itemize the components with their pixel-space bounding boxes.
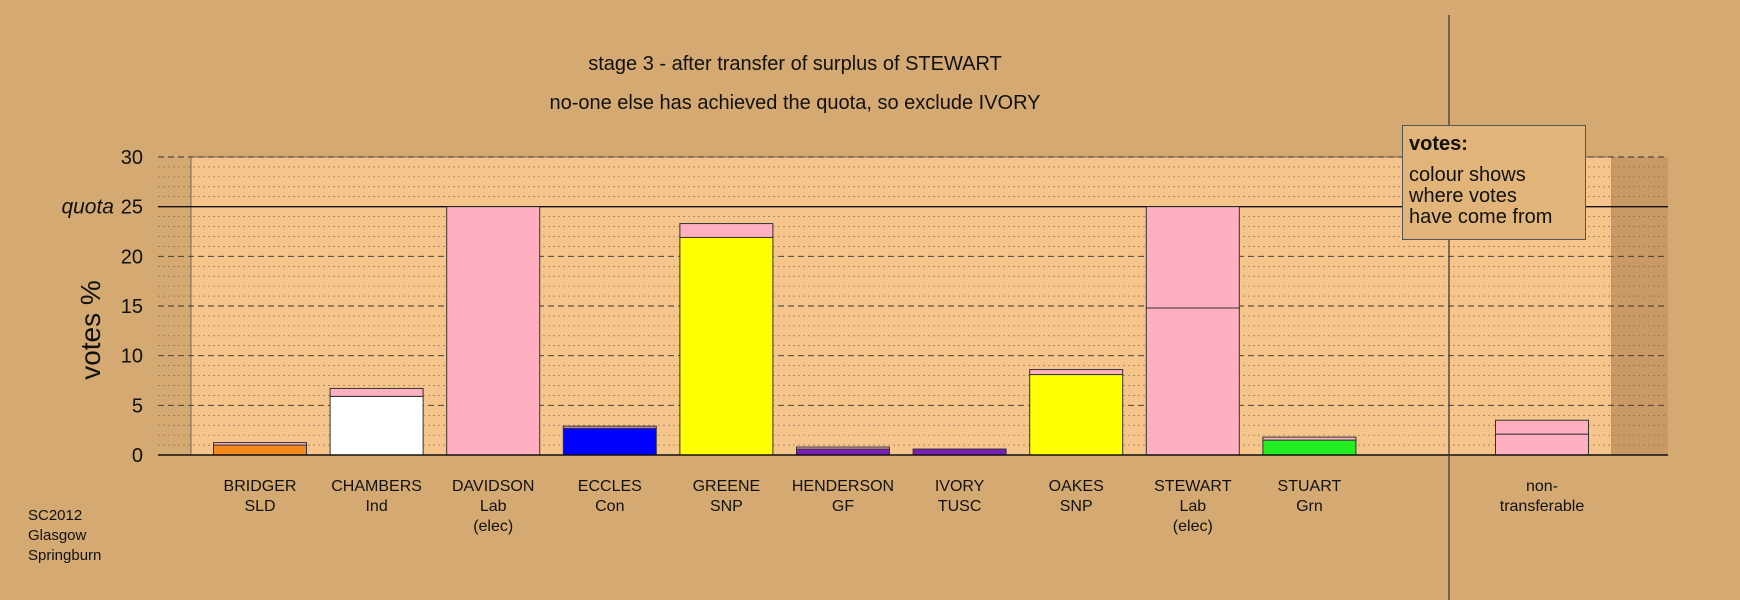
x-tick-label: GF xyxy=(832,498,854,515)
bar-oakes-segment xyxy=(1029,374,1124,456)
chart-title: stage 3 - after transfer of surplus of S… xyxy=(588,53,1002,75)
bar-davidson-segment xyxy=(446,206,541,456)
chart-subtitle: no-one else has achieved the quota, so e… xyxy=(549,92,1041,114)
legend-line: where votes xyxy=(1409,185,1517,207)
x-tick-label: Con xyxy=(595,498,624,515)
y-tick-label: 10 xyxy=(121,346,143,368)
bar-stuart-segment xyxy=(1262,439,1357,456)
bar-chambers-segment xyxy=(329,395,424,456)
x-tick-label: Lab xyxy=(1179,498,1206,515)
x-tick-label: IVORY xyxy=(935,478,985,495)
source-note: SC2012 Glasgow Springburn xyxy=(28,506,101,566)
y-tick-label: 15 xyxy=(121,296,143,318)
legend-box: votes: colour shows where votes have com… xyxy=(1402,125,1586,240)
bar-ivory-segment xyxy=(912,448,1007,456)
bar-greene-segment xyxy=(679,236,774,456)
y-tick-label: 0 xyxy=(132,445,143,467)
legend-line: have come from xyxy=(1409,206,1553,228)
x-tick-label: DAVIDSON xyxy=(452,478,534,495)
quota-label: quota xyxy=(61,196,114,219)
source-line: Springburn xyxy=(28,547,102,564)
x-tick-label: GREENE xyxy=(693,478,761,495)
bar-eccles-segment xyxy=(562,425,657,429)
x-tick-label: ECCLES xyxy=(578,478,642,495)
x-tick-label: SLD xyxy=(244,498,275,515)
x-tick-label: SNP xyxy=(710,498,743,515)
x-tick-label: HENDERSON xyxy=(792,478,894,495)
x-tick-label: (elec) xyxy=(1173,518,1213,535)
bar-stewart-segment xyxy=(1145,206,1240,309)
bar-bridger-segment xyxy=(213,442,307,446)
bar-chambers-segment xyxy=(329,387,424,397)
bar-oakes-segment xyxy=(1029,369,1124,376)
y-tick-label: 20 xyxy=(121,246,143,268)
y-tick-label: 5 xyxy=(132,395,143,417)
source-line: Glasgow xyxy=(28,527,87,544)
x-tick-label: non- xyxy=(1526,478,1558,495)
bar-henderson-segment xyxy=(796,448,890,456)
x-tick-label: (elec) xyxy=(473,518,513,535)
bar-stuart-segment xyxy=(1262,436,1357,441)
x-tick-label: SNP xyxy=(1060,498,1093,515)
source-line: SC2012 xyxy=(28,507,83,524)
bar-stewart-segment xyxy=(1145,307,1240,456)
x-tick-label: Grn xyxy=(1296,498,1323,515)
bar-bridger-segment xyxy=(213,444,307,456)
bar-nontransferable-segment xyxy=(1495,419,1589,435)
x-tick-label: transferable xyxy=(1500,498,1585,515)
y-axis-label: votes % xyxy=(75,280,106,380)
x-tick-label: OAKES xyxy=(1049,478,1104,495)
bar-nontransferable-segment xyxy=(1495,433,1589,456)
x-tick-label: STUART xyxy=(1278,478,1342,495)
bar-greene-segment xyxy=(679,223,774,238)
x-tick-label: Ind xyxy=(365,498,387,515)
x-tick-label: TUSC xyxy=(938,498,982,515)
legend-heading: votes: xyxy=(1409,133,1468,155)
legend-line: colour shows xyxy=(1409,164,1526,186)
bar-eccles-segment xyxy=(562,427,657,456)
x-tick-label: CHAMBERS xyxy=(331,478,422,495)
x-tick-label: STEWART xyxy=(1154,478,1232,495)
y-tick-label: 30 xyxy=(121,147,143,169)
bar-henderson-segment xyxy=(796,446,890,450)
x-tick-label: Lab xyxy=(480,498,507,515)
x-tick-label: BRIDGER xyxy=(224,478,297,495)
y-tick-label: 25 xyxy=(121,197,143,219)
